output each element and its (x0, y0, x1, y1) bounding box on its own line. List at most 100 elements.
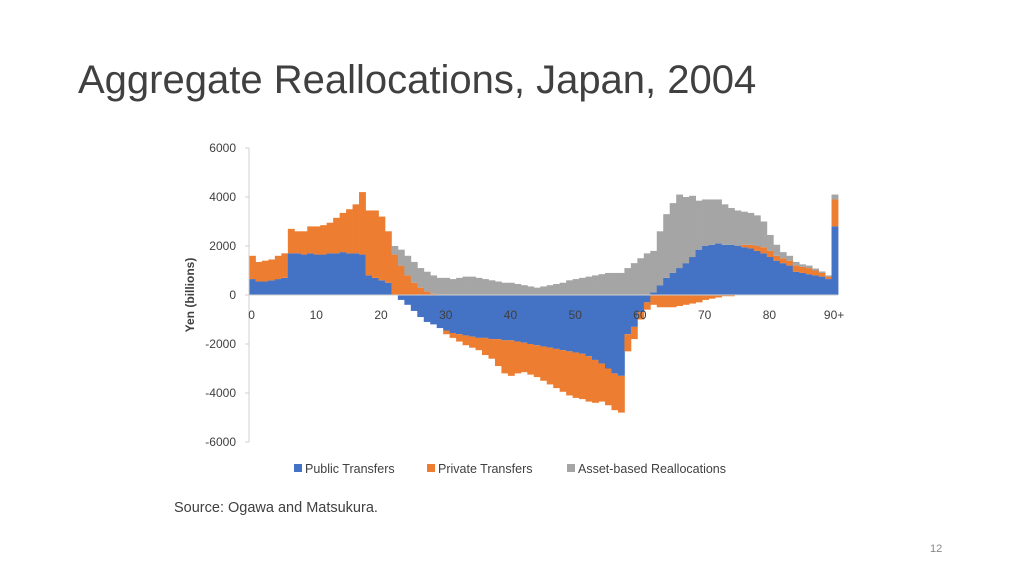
bar-asset-based-reallocations-74 (727, 208, 735, 245)
x-tick-label: 0 (248, 308, 255, 322)
bar-public-transfers-15 (346, 253, 353, 295)
bar-private-transfers-63 (656, 295, 664, 308)
bar-asset-based-reallocations-28 (430, 275, 438, 294)
bar-public-transfers-74 (727, 244, 735, 295)
slide-title: Aggregate Reallocations, Japan, 2004 (78, 58, 757, 102)
bar-private-transfers-37 (488, 339, 496, 359)
bar-public-transfers-0 (249, 279, 256, 295)
chart-legend: Public Transfers Private Transfers Asset-b… (294, 462, 726, 476)
bar-public-transfers-53 (592, 295, 599, 360)
bar-private-transfers-59 (630, 326, 638, 340)
bar-private-transfers-84 (792, 265, 800, 272)
bar-asset-based-reallocations-89 (825, 275, 832, 277)
bar-public-transfers-90 (831, 226, 839, 295)
bar-private-transfers-25 (410, 282, 418, 295)
bar-public-transfers-81 (773, 260, 781, 295)
y-axis-ticks: 6000 4000 2000 0 -2000 -4000 -6000 (205, 141, 249, 449)
bar-public-transfers-4 (274, 279, 282, 295)
bar-public-transfers-21 (384, 282, 392, 295)
bar-asset-based-reallocations-84 (792, 261, 800, 266)
bar-public-transfers-64 (663, 277, 671, 295)
bar-public-transfers-37 (488, 295, 496, 340)
bar-asset-based-reallocations-22 (391, 246, 399, 255)
bar-private-transfers-26 (417, 287, 425, 295)
bar-asset-based-reallocations-81 (773, 244, 781, 256)
bar-public-transfers-6 (287, 253, 295, 295)
bar-asset-based-reallocations-57 (617, 272, 625, 295)
bar-public-transfers-83 (786, 265, 794, 295)
bar-asset-based-reallocations-65 (669, 203, 677, 273)
bar-public-transfers-56 (611, 295, 619, 374)
bar-asset-based-reallocations-27 (423, 271, 431, 292)
bar-asset-based-reallocations-90 (831, 194, 839, 200)
bar-private-transfers-34 (469, 336, 476, 348)
bars-layer (249, 192, 839, 413)
bar-private-transfers-36 (482, 337, 489, 356)
bar-private-transfers-43 (527, 344, 535, 375)
bar-public-transfers-86 (805, 274, 813, 295)
bar-public-transfers-76 (740, 247, 748, 295)
bar-asset-based-reallocations-46 (546, 285, 554, 295)
bar-public-transfers-87 (812, 275, 819, 295)
bar-private-transfers-39 (501, 340, 509, 374)
bar-public-transfers-75 (734, 246, 742, 295)
bar-asset-based-reallocations-44 (533, 287, 541, 295)
bar-private-transfers-33 (462, 335, 470, 346)
bar-private-transfers-81 (773, 255, 781, 261)
bar-public-transfers-59 (630, 295, 638, 327)
bar-private-transfers-62 (650, 295, 658, 305)
bar-public-transfers-35 (475, 295, 483, 338)
bar-private-transfers-87 (812, 270, 819, 276)
x-tick-label: 80 (763, 308, 777, 322)
bar-private-transfers-18 (365, 210, 373, 276)
bar-asset-based-reallocations-75 (734, 210, 742, 246)
y-tick-label: -4000 (205, 386, 236, 400)
bar-public-transfers-61 (643, 295, 651, 303)
bar-asset-based-reallocations-47 (553, 283, 561, 295)
bar-public-transfers-54 (598, 295, 606, 364)
bar-private-transfers-16 (352, 204, 360, 254)
x-tick-label: 40 (504, 308, 518, 322)
legend-label-public-transfers: Public Transfers (305, 462, 395, 476)
bar-private-transfers-73 (721, 295, 729, 297)
bar-private-transfers-2 (261, 260, 269, 282)
bar-public-transfers-2 (261, 281, 269, 295)
bar-private-transfers-61 (643, 302, 651, 310)
bar-public-transfers-12 (326, 253, 334, 295)
bar-asset-based-reallocations-52 (585, 276, 593, 296)
bar-public-transfers-24 (404, 295, 412, 305)
bar-private-transfers-23 (397, 265, 405, 295)
bar-private-transfers-69 (695, 295, 703, 303)
bar-asset-based-reallocations-25 (410, 261, 418, 283)
bar-asset-based-reallocations-55 (604, 272, 612, 295)
bar-private-transfers-5 (281, 253, 289, 278)
bar-private-transfers-32 (456, 334, 463, 342)
bar-asset-based-reallocations-43 (527, 286, 535, 295)
bar-private-transfers-77 (747, 244, 755, 249)
bar-asset-based-reallocations-48 (559, 282, 567, 295)
bar-private-transfers-14 (339, 212, 347, 253)
bar-asset-based-reallocations-77 (747, 212, 755, 245)
bar-private-transfers-13 (333, 217, 341, 254)
bar-public-transfers-79 (760, 253, 768, 295)
bar-asset-based-reallocations-30 (443, 277, 451, 295)
bar-public-transfers-65 (669, 272, 677, 295)
bar-asset-based-reallocations-40 (507, 282, 515, 295)
legend-label-asset-based-reallocations: Asset-based Reallocations (578, 462, 726, 476)
bar-asset-based-reallocations-60 (637, 258, 645, 295)
legend-swatch-public-transfers (294, 464, 302, 472)
bar-private-transfers-85 (799, 266, 807, 273)
bar-private-transfers-76 (740, 244, 748, 248)
bar-private-transfers-47 (553, 348, 561, 389)
bar-private-transfers-9 (307, 226, 315, 254)
bar-public-transfers-58 (624, 295, 632, 335)
bar-private-transfers-83 (786, 260, 794, 266)
bar-private-transfers-80 (766, 250, 774, 258)
bar-public-transfers-71 (708, 244, 716, 295)
bar-asset-based-reallocations-58 (624, 268, 632, 295)
x-tick-label: 60 (633, 308, 647, 322)
bar-public-transfers-14 (339, 252, 347, 296)
y-axis-title: Yen (billions) (183, 258, 197, 333)
bar-asset-based-reallocations-51 (579, 277, 586, 295)
bar-private-transfers-12 (326, 222, 334, 254)
